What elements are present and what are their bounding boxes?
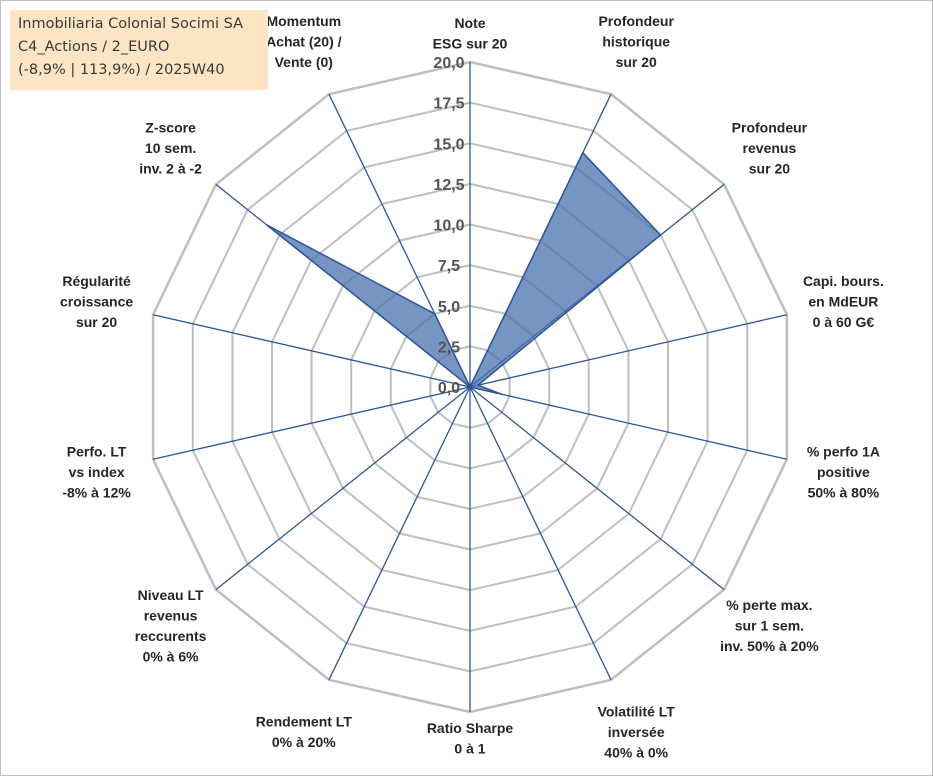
axis-label: Perfo. LT vs index -8% à 12% (62, 444, 131, 501)
tick-layer: 0,0 2,5 5,0 7,5 10,0 12,5 15,0 17,5 20,0 (433, 55, 464, 397)
tick-label: 7,5 (438, 258, 460, 275)
axis-label: Rendement LT 0% à 20% (256, 714, 353, 751)
axis-label: Ratio Sharpe 0 à 1 (427, 720, 514, 757)
tick-label: 17,5 (433, 96, 464, 113)
axis-spoke (469, 386, 612, 681)
axis-label-layer: Note ESG sur 20 Profondeur historique sur 20… (60, 13, 884, 760)
tick-label: 20,0 (433, 55, 464, 72)
axis-spoke (215, 386, 471, 591)
axis-spoke (469, 386, 788, 460)
axis-label: Régularité croissance sur 20 (60, 273, 133, 330)
axis-label: % perfo 1A positive 50% à 80% (807, 444, 880, 501)
series-layer (265, 151, 662, 395)
tick-label: 10,0 (433, 218, 464, 235)
tick-label: 12,5 (433, 177, 464, 194)
axis-label: Momentum Achat (20) / Vente (0) (266, 13, 342, 70)
category-line: C4_Actions / 2_EURO (18, 39, 170, 55)
tick-label: 15,0 (433, 136, 464, 153)
axis-spoke (152, 314, 471, 388)
tick-label: 5,0 (438, 299, 460, 316)
info-box: Inmobiliaria Colonial Socimi SA C4_Actio… (10, 10, 268, 90)
axis-label: Note ESG sur 20 (433, 15, 508, 52)
tick-label: 2,5 (438, 339, 460, 356)
axis-label: Capi. bours. en MdEUR 0 à 60 G€ (803, 273, 884, 330)
axis-spoke (328, 386, 471, 681)
company-name: Inmobiliaria Colonial Socimi SA (18, 16, 243, 32)
axis-spoke (152, 386, 471, 460)
axis-label: Profondeur revenus sur 20 (732, 120, 808, 177)
axis-label: Niveau LT revenus reccurents 0% à 6% (135, 587, 207, 665)
performance-line: (-8,9% | 113,9%) / 2025W40 (18, 62, 225, 78)
axis-spoke (469, 314, 788, 388)
tick-label: 0,0 (438, 380, 460, 397)
axis-label: Volatilité LT inversée 40% à 0% (598, 703, 676, 760)
series-area (265, 151, 662, 395)
axis-label: Profondeur historique sur 20 (598, 13, 674, 70)
axis-label: Z-score 10 sem. inv. 2 à -2 (139, 120, 202, 177)
axis-label: % perte max. sur 1 sem. inv. 50% à 20% (720, 597, 819, 654)
axis-spoke (469, 386, 725, 591)
